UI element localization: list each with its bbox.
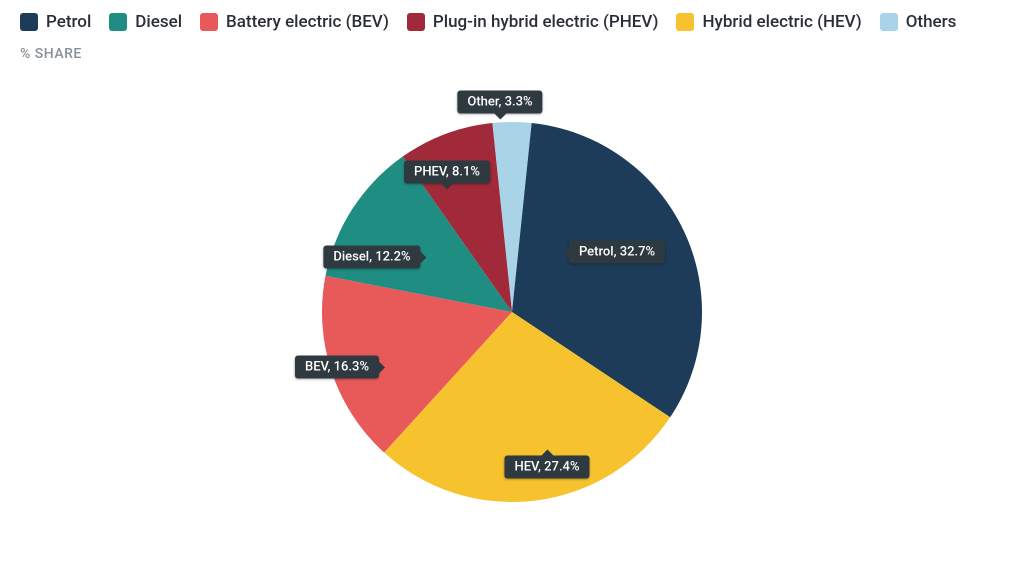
legend-swatch (20, 13, 38, 31)
legend-label: Petrol (46, 12, 91, 32)
legend-item-hev[interactable]: Hybrid electric (HEV) (676, 12, 861, 32)
legend-swatch (200, 13, 218, 31)
callout-other: Other, 3.3% (457, 91, 542, 114)
legend-label: Hybrid electric (HEV) (702, 12, 861, 32)
legend-label: Diesel (135, 12, 182, 32)
legend-swatch (407, 13, 425, 31)
legend-item-others[interactable]: Others (880, 12, 957, 32)
legend-label: Plug-in hybrid electric (PHEV) (433, 12, 659, 32)
callout-petrol: Petrol, 32.7% (569, 241, 665, 264)
legend-item-bev[interactable]: Battery electric (BEV) (200, 12, 389, 32)
legend-item-diesel[interactable]: Diesel (109, 12, 182, 32)
pie-svg (0, 62, 1024, 522)
callout-diesel: Diesel, 12.2% (323, 246, 420, 269)
legend-swatch (676, 13, 694, 31)
legend: Petrol Diesel Battery electric (BEV) Plu… (0, 0, 1024, 32)
callout-bev: BEV, 16.3% (295, 356, 379, 379)
legend-label: Battery electric (BEV) (226, 12, 389, 32)
legend-swatch (109, 13, 127, 31)
chart-subtitle: % SHARE (0, 32, 1024, 62)
pie-chart: Other, 3.3% Petrol, 32.7% HEV, 27.4% BEV, 1… (0, 62, 1024, 522)
legend-item-phev[interactable]: Plug-in hybrid electric (PHEV) (407, 12, 659, 32)
legend-label: Others (906, 12, 957, 32)
callout-phev: PHEV, 8.1% (404, 161, 490, 184)
legend-item-petrol[interactable]: Petrol (20, 12, 91, 32)
callout-hev: HEV, 27.4% (504, 456, 589, 479)
legend-swatch (880, 13, 898, 31)
